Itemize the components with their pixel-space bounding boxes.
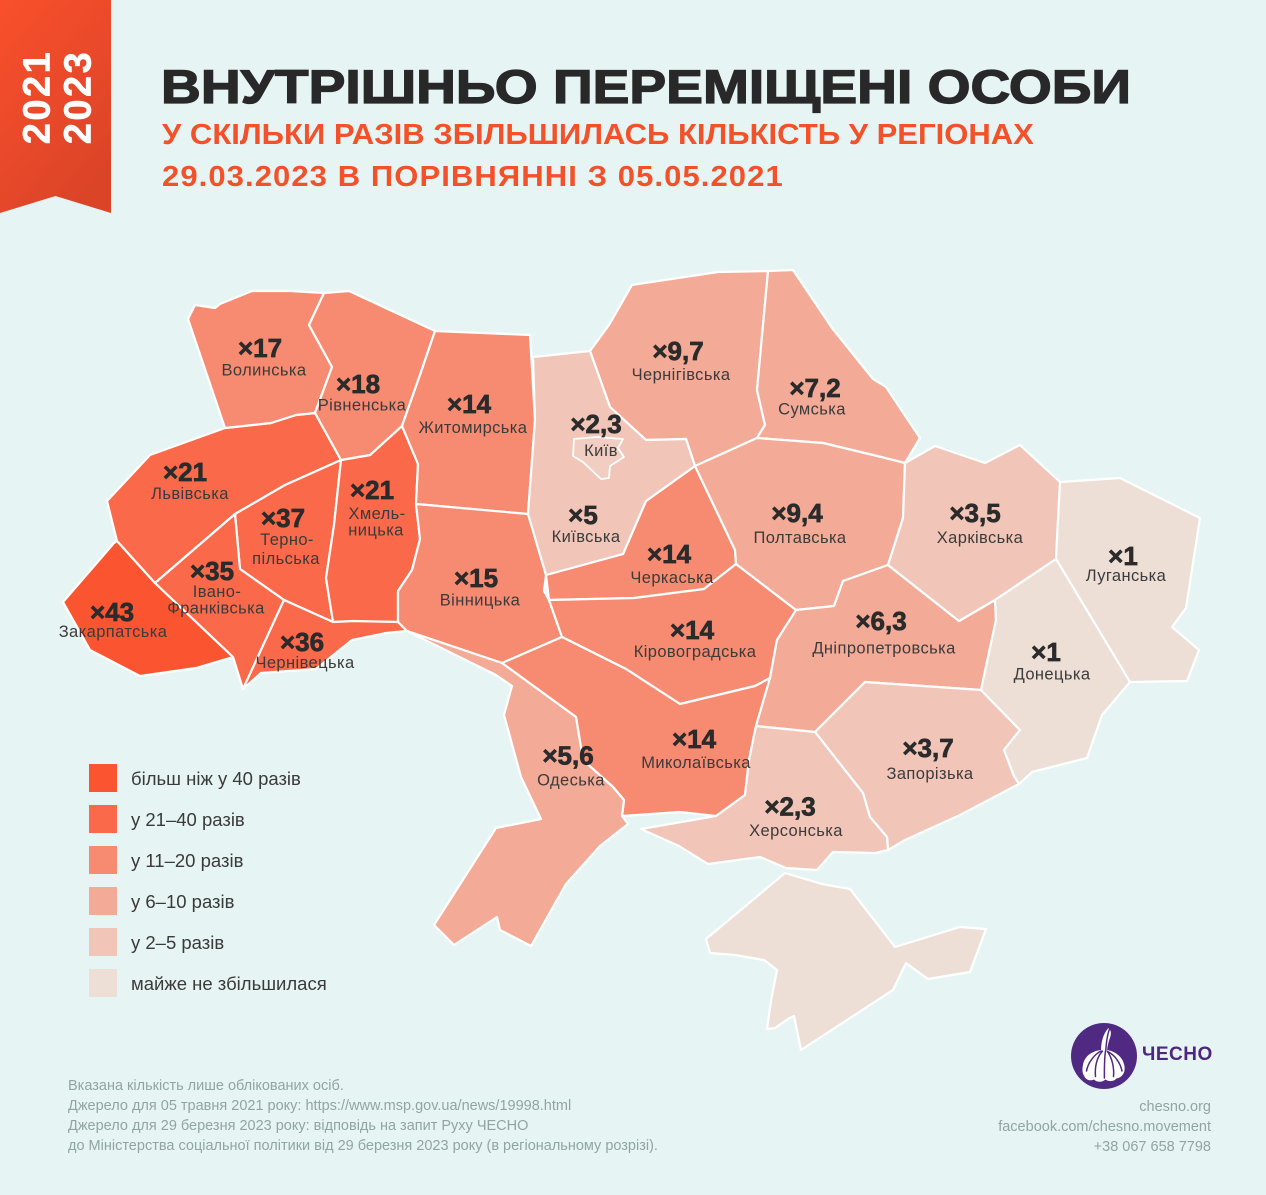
svg-text:×14: ×14 xyxy=(447,389,492,419)
svg-text:×5: ×5 xyxy=(568,500,598,530)
svg-text:×18: ×18 xyxy=(336,369,380,399)
svg-text:Івано-: Івано- xyxy=(193,583,242,601)
svg-text:Київська: Київська xyxy=(552,528,621,546)
svg-text:×3,7: ×3,7 xyxy=(902,733,953,763)
svg-text:×14: ×14 xyxy=(647,539,692,569)
svg-text:ницька: ницька xyxy=(348,522,404,540)
svg-text:Харківська: Харківська xyxy=(937,529,1024,547)
svg-text:×2,3: ×2,3 xyxy=(570,409,621,439)
svg-text:×3,5: ×3,5 xyxy=(949,498,1000,528)
svg-text:×5,6: ×5,6 xyxy=(542,741,593,771)
svg-text:×17: ×17 xyxy=(238,333,282,363)
svg-text:Луганська: Луганська xyxy=(1086,567,1167,585)
svg-text:×6,3: ×6,3 xyxy=(855,606,906,636)
svg-text:×14: ×14 xyxy=(670,615,715,645)
svg-text:×1: ×1 xyxy=(1031,637,1061,667)
svg-text:×36: ×36 xyxy=(280,627,324,657)
svg-text:×1: ×1 xyxy=(1108,541,1138,571)
svg-text:Київ: Київ xyxy=(584,442,618,460)
svg-text:×21: ×21 xyxy=(163,457,207,487)
svg-text:×15: ×15 xyxy=(454,563,498,593)
svg-text:Львівська: Львівська xyxy=(151,485,229,503)
svg-text:×9,4: ×9,4 xyxy=(771,498,823,528)
svg-text:Франківська: Франківська xyxy=(167,600,265,618)
svg-text:Сумська: Сумська xyxy=(778,401,846,419)
svg-text:пільська: пільська xyxy=(252,550,320,568)
svg-text:×21: ×21 xyxy=(350,475,394,505)
svg-text:Запорізька: Запорізька xyxy=(886,765,973,783)
svg-text:×43: ×43 xyxy=(90,597,134,627)
svg-text:Чернігівська: Чернігівська xyxy=(632,366,731,384)
svg-text:Закарпатська: Закарпатська xyxy=(59,623,168,641)
svg-text:Миколаївська: Миколаївська xyxy=(641,754,751,772)
svg-text:Житомирська: Житомирська xyxy=(419,419,528,437)
svg-text:Кіровоградська: Кіровоградська xyxy=(634,643,757,661)
svg-text:Волинська: Волинська xyxy=(222,362,307,380)
svg-text:Дніпропетровська: Дніпропетровська xyxy=(812,640,956,658)
svg-text:Чернівецька: Чернівецька xyxy=(255,654,355,672)
svg-text:×2,3: ×2,3 xyxy=(764,792,815,822)
svg-text:Херсонська: Херсонська xyxy=(749,822,843,840)
svg-text:Терно-: Терно- xyxy=(260,531,314,549)
svg-text:Вінницька: Вінницька xyxy=(440,592,521,610)
svg-text:Черкаська: Черкаська xyxy=(630,569,714,587)
svg-text:Донецька: Донецька xyxy=(1014,666,1091,684)
svg-text:×14: ×14 xyxy=(672,724,717,754)
svg-text:×37: ×37 xyxy=(261,503,305,533)
svg-text:×9,7: ×9,7 xyxy=(652,336,703,366)
svg-text:Одеська: Одеська xyxy=(537,772,605,790)
svg-text:Рівненська: Рівненська xyxy=(318,397,407,415)
svg-text:×35: ×35 xyxy=(190,556,234,586)
svg-text:Хмель-: Хмель- xyxy=(348,505,405,523)
svg-text:Полтавська: Полтавська xyxy=(753,529,846,547)
svg-text:×7,2: ×7,2 xyxy=(789,373,840,403)
